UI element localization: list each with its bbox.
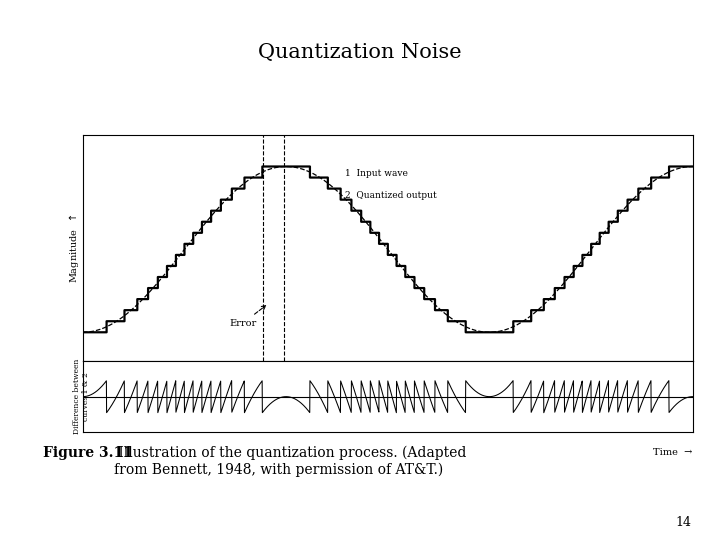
Text: Illustration of the quantization process. (Adapted
from Bennett, 1948, with perm: Illustration of the quantization process… <box>114 446 466 477</box>
Text: Time  →: Time → <box>653 448 693 456</box>
Text: 1  Input wave: 1 Input wave <box>345 170 408 178</box>
Y-axis label: Magnitude  $\uparrow$: Magnitude $\uparrow$ <box>68 213 81 283</box>
Y-axis label: Difference between
curves 1 & 2: Difference between curves 1 & 2 <box>73 359 90 434</box>
Text: 14: 14 <box>675 516 691 529</box>
Text: Error: Error <box>229 306 266 328</box>
Text: 2  Quantized output: 2 Quantized output <box>345 191 437 200</box>
Text: Figure 3.11: Figure 3.11 <box>43 446 133 460</box>
Text: Quantization Noise: Quantization Noise <box>258 43 462 62</box>
